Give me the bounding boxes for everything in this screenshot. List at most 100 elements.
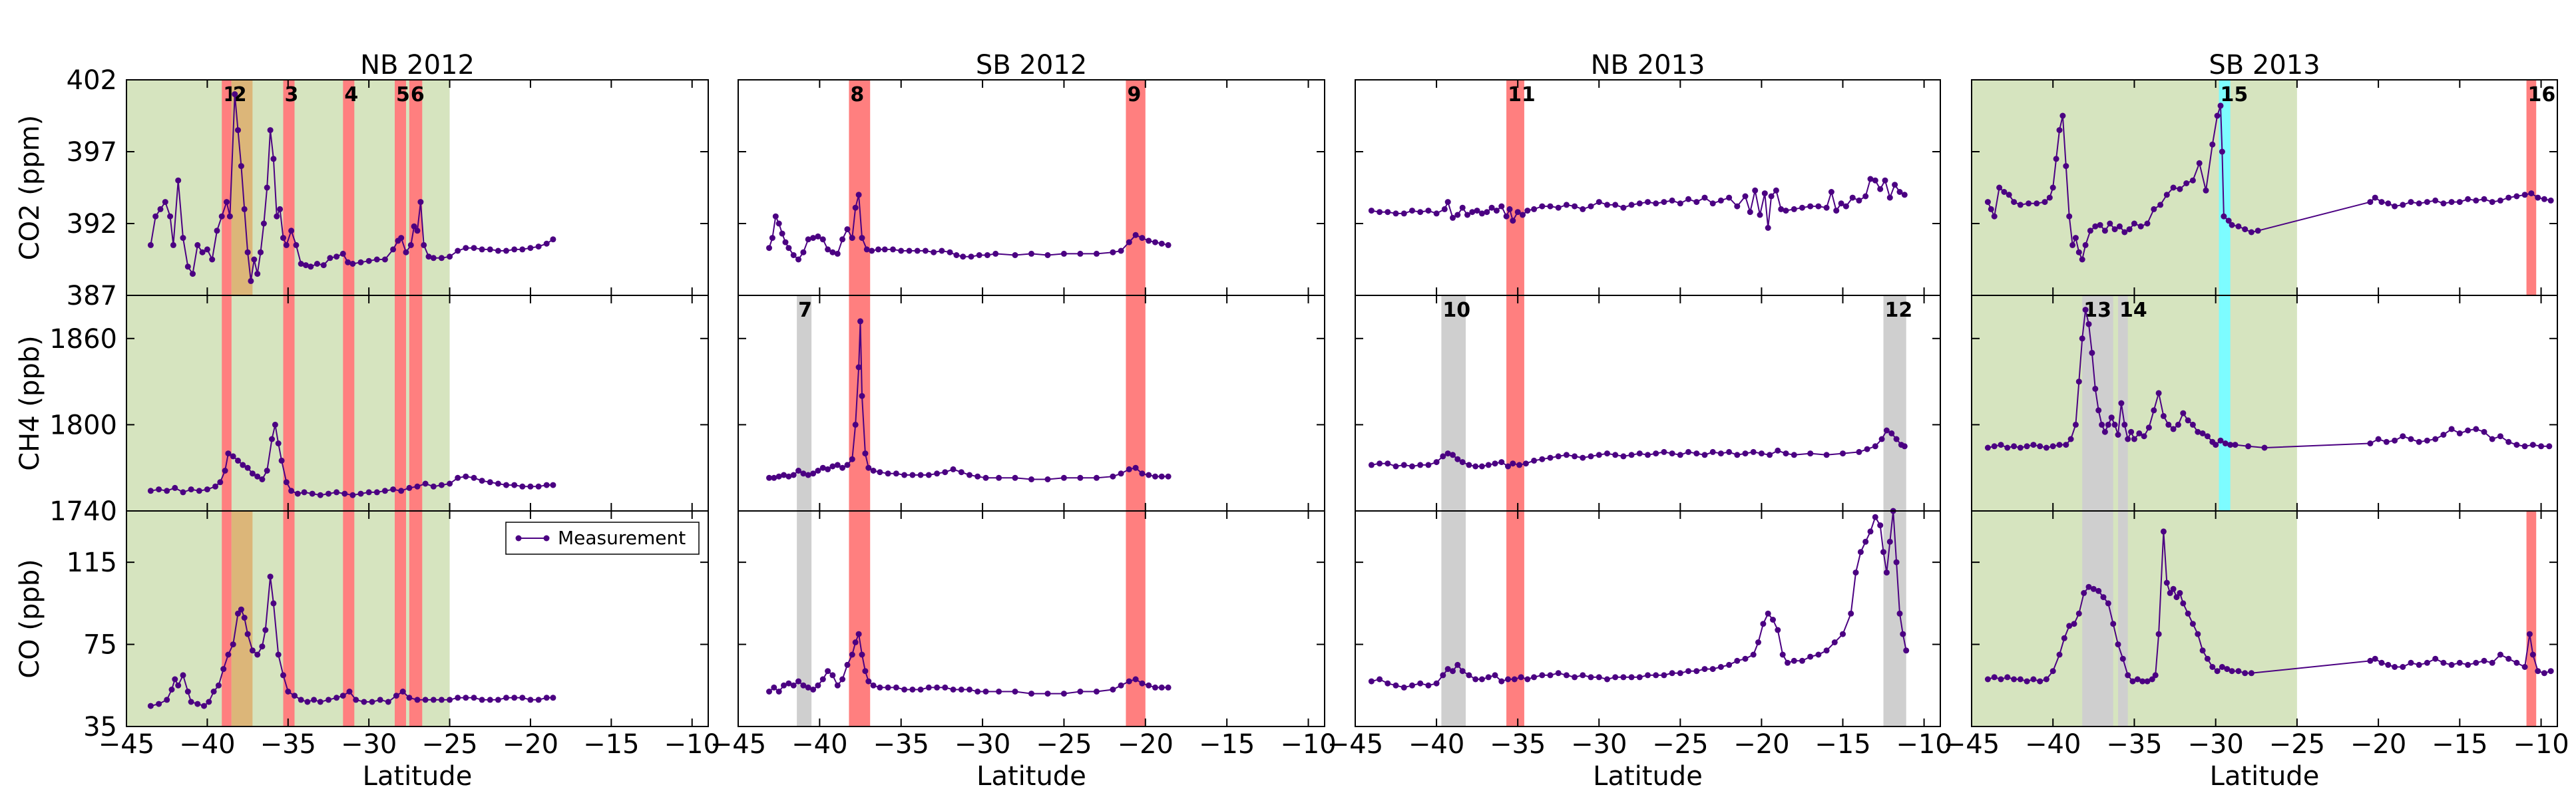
- data-point: [1893, 436, 1900, 442]
- data-point: [225, 651, 232, 658]
- data-point: [2189, 421, 2196, 428]
- data-point: [1563, 452, 1570, 458]
- data-point: [815, 468, 821, 474]
- data-point: [769, 235, 775, 241]
- event-band: [222, 511, 232, 726]
- data-point: [2177, 589, 2183, 596]
- data-point: [2229, 668, 2235, 675]
- data-point: [1012, 689, 1018, 695]
- data-point: [283, 241, 290, 248]
- data-point: [199, 249, 206, 255]
- data-point: [254, 473, 261, 480]
- data-point: [1755, 639, 1761, 645]
- data-point: [2011, 443, 2018, 450]
- data-point: [1693, 450, 1700, 457]
- data-point: [1563, 202, 1570, 208]
- data-point: [438, 482, 445, 488]
- data-point: [1742, 655, 1749, 662]
- data-point: [922, 247, 929, 254]
- data-point: [341, 490, 348, 497]
- data-point: [2043, 444, 2049, 451]
- data-point: [819, 464, 826, 471]
- event-band: [797, 511, 812, 726]
- data-point: [925, 684, 932, 691]
- data-point: [2497, 651, 2503, 658]
- data-point: [164, 488, 170, 494]
- data-point: [487, 246, 493, 253]
- series-line: [769, 321, 1169, 480]
- axes-frame: [738, 510, 1325, 727]
- event-label: 9: [1127, 83, 1141, 106]
- data-point: [2209, 664, 2216, 670]
- data-point: [2217, 102, 2224, 109]
- data-point: [996, 474, 1002, 481]
- data-point: [1783, 208, 1789, 214]
- data-point: [2165, 421, 2172, 428]
- data-point: [2440, 200, 2447, 207]
- data-point: [550, 482, 556, 488]
- data-point: [1645, 452, 1651, 458]
- data-point: [982, 474, 989, 481]
- data-point: [2170, 184, 2177, 191]
- event-band: [343, 295, 355, 511]
- x-tick-label: −35: [1490, 729, 1546, 760]
- data-point: [2513, 659, 2520, 666]
- data-point: [511, 246, 518, 253]
- data-point: [1433, 459, 1440, 466]
- data-point: [2497, 197, 2503, 204]
- data-point: [1998, 442, 2004, 448]
- data-point: [390, 246, 397, 253]
- data-point: [1880, 549, 1886, 556]
- data-point: [1524, 676, 1531, 683]
- data-point: [2131, 436, 2137, 442]
- data-point: [2219, 664, 2225, 670]
- data-point: [852, 421, 859, 428]
- data-point: [1783, 450, 1789, 457]
- data-point: [771, 684, 777, 691]
- data-point: [2385, 661, 2392, 668]
- data-point: [2121, 421, 2128, 428]
- data-point: [1377, 676, 1383, 683]
- legend-label: Measurement: [558, 527, 686, 549]
- data-point: [407, 241, 414, 248]
- data-point: [543, 240, 550, 247]
- data-point: [2225, 218, 2232, 224]
- event-band: [409, 80, 423, 295]
- data-point: [2242, 670, 2249, 677]
- data-point: [267, 573, 274, 580]
- data-point: [2254, 228, 2261, 234]
- data-point: [519, 483, 526, 490]
- data-point: [275, 440, 282, 446]
- data-point: [1677, 452, 1683, 458]
- data-point: [1901, 192, 1908, 198]
- event-band: [1506, 80, 1524, 295]
- event-band: [222, 80, 232, 295]
- data-point: [190, 271, 196, 277]
- data-point: [1862, 538, 1869, 545]
- data-point: [1044, 691, 1051, 697]
- data-point: [2043, 676, 2049, 683]
- data-point: [1377, 460, 1383, 467]
- data-point: [438, 697, 445, 703]
- data-point: [1840, 631, 1846, 637]
- data-point: [1773, 187, 1779, 194]
- data-point: [795, 678, 801, 685]
- data-point: [1750, 448, 1757, 455]
- data-point: [1450, 668, 1456, 675]
- data-point: [1505, 463, 1511, 470]
- x-axis-label: Latitude: [976, 761, 1086, 792]
- event-label: 6: [411, 83, 425, 106]
- data-point: [1472, 463, 1479, 470]
- data-point: [333, 253, 340, 260]
- data-point: [285, 689, 292, 695]
- series-line: [768, 631, 1169, 695]
- data-point: [212, 483, 218, 490]
- data-point: [430, 483, 437, 490]
- data-point: [893, 684, 899, 691]
- data-point: [317, 492, 323, 498]
- data-point: [225, 450, 232, 457]
- data-point: [1093, 250, 1100, 257]
- data-point: [1734, 657, 1741, 664]
- data-point: [1158, 473, 1165, 480]
